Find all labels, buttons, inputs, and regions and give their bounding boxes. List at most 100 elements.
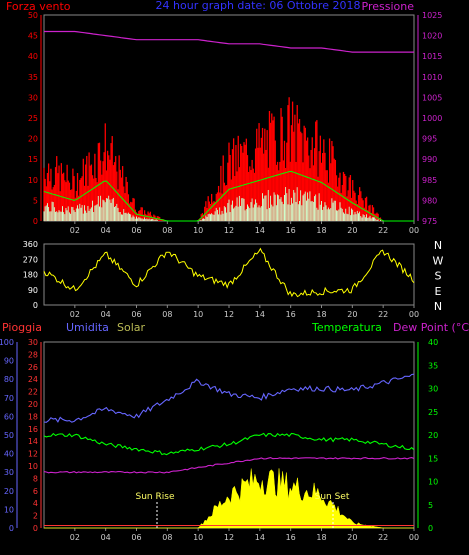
x-tick-label: 14 (255, 310, 265, 319)
rain-tick-label: 12 (28, 450, 38, 459)
x-tick-label: 08 (162, 533, 172, 542)
direction-plot-frame (43, 243, 415, 306)
pressure-line (44, 30, 414, 53)
x-tick-label: 16 (286, 533, 296, 542)
rain-tick-label: 30 (28, 338, 38, 347)
pressure-tick-label: 1010 (422, 73, 442, 82)
direction-tick-label: 360 (23, 240, 38, 249)
dewpoint-line (43, 457, 415, 474)
humidity-tick-label: 10 (4, 505, 14, 514)
pressure-tick-label: 990 (422, 155, 437, 164)
pressure-tick-label: 995 (422, 135, 437, 144)
wind-tick-label: 50 (28, 11, 38, 20)
direction-tick-label: 90 (28, 286, 38, 295)
rain-tick-label: 18 (28, 412, 38, 421)
rain-tick-label: 24 (28, 375, 38, 384)
wind-tick-label: 20 (28, 135, 38, 144)
x-tick-label: 08 (162, 310, 172, 319)
direction-tick-label: 270 (23, 255, 38, 264)
wind-tick-label: 45 (28, 32, 38, 41)
compass-label: N (434, 239, 442, 252)
x-tick-label: 00 (409, 226, 419, 235)
temperature-tick-label: 15 (428, 454, 438, 463)
direction-tick-label: 180 (23, 271, 38, 280)
x-tick-label: 02 (70, 310, 80, 319)
temperature-tick-label: 20 (428, 431, 438, 440)
compass-label: S (435, 270, 442, 283)
humidity-tick-label: 40 (4, 450, 14, 459)
x-tick-label: 22 (378, 310, 388, 319)
x-tick-label: 02 (70, 226, 80, 235)
sun-set-label: Sun Set (315, 492, 350, 502)
rain-tick-label: 26 (28, 363, 38, 372)
direction-tick-label: 0 (33, 301, 38, 310)
humidity-tick-label: 20 (4, 487, 14, 496)
temperature-tick-label: 0 (428, 524, 433, 533)
temperature-axis-title: Temperatura (311, 321, 382, 334)
wind-average-line (43, 170, 414, 222)
x-tick-label: 20 (347, 226, 357, 235)
x-tick-label: 10 (193, 310, 203, 319)
rain-tick-label: 0 (33, 524, 38, 533)
x-tick-label: 06 (131, 310, 141, 319)
pressure-tick-label: 975 (422, 217, 437, 226)
x-tick-label: 02 (70, 533, 80, 542)
humidity-tick-label: 60 (4, 412, 14, 421)
wind-tick-label: 30 (28, 93, 38, 102)
pressure-axis-title: Pressione (362, 0, 415, 13)
x-tick-label: 18 (316, 533, 326, 542)
climate-panel: 1009080706050403020100302826242220181614… (0, 338, 438, 542)
humidity-tick-label: 90 (4, 357, 14, 366)
wind-tick-label: 25 (28, 114, 38, 123)
x-tick-label: 20 (347, 310, 357, 319)
wind-tick-label: 0 (33, 217, 38, 226)
temperature-tick-label: 40 (428, 338, 438, 347)
x-tick-label: 14 (255, 226, 265, 235)
solar-axis-title: Solar (117, 321, 146, 334)
rain-tick-label: 14 (28, 437, 38, 446)
wind-tick-label: 10 (28, 176, 38, 185)
rain-tick-label: 2 (33, 512, 38, 521)
rain-tick-label: 6 (33, 487, 38, 496)
wind-tick-label: 35 (28, 73, 38, 82)
compass-label: N (434, 300, 442, 313)
humidity-axis-title: Umidita (66, 321, 109, 334)
pressure-tick-label: 980 (422, 196, 437, 205)
wind-tick-label: 15 (28, 155, 38, 164)
pressure-tick-label: 985 (422, 176, 437, 185)
rain-tick-label: 8 (33, 474, 38, 483)
wind-tick-label: 40 (28, 52, 38, 61)
x-tick-label: 10 (193, 226, 203, 235)
x-tick-label: 14 (255, 533, 265, 542)
x-tick-label: 16 (286, 226, 296, 235)
rain-tick-label: 22 (28, 388, 38, 397)
x-tick-label: 04 (101, 533, 111, 542)
humidity-tick-label: 30 (4, 468, 14, 477)
x-tick-label: 06 (131, 533, 141, 542)
rain-tick-label: 28 (28, 350, 38, 359)
x-tick-label: 00 (409, 310, 419, 319)
x-tick-label: 08 (162, 226, 172, 235)
dewpoint-axis-title: Dew Point (°C) (393, 321, 469, 334)
wind-tick-label: 5 (33, 196, 38, 205)
x-tick-label: 12 (224, 310, 234, 319)
rain-axis-title: Pioggia (2, 321, 42, 334)
humidity-tick-label: 50 (4, 431, 14, 440)
humidity-line (43, 373, 415, 423)
x-tick-label: 10 (193, 533, 203, 542)
x-tick-label: 04 (101, 226, 111, 235)
x-tick-label: 06 (131, 226, 141, 235)
rain-tick-label: 10 (28, 462, 38, 471)
x-tick-label: 18 (316, 310, 326, 319)
x-tick-label: 18 (316, 226, 326, 235)
solar-area (44, 468, 414, 529)
compass-label: W (433, 254, 444, 267)
x-tick-label: 16 (286, 310, 296, 319)
pressure-tick-label: 1005 (422, 93, 442, 102)
rain-tick-label: 4 (33, 499, 38, 508)
pressure-tick-label: 1000 (422, 114, 442, 123)
pressure-tick-label: 1020 (422, 32, 442, 41)
chart-title: 24 hour graph date: 06 Ottobre 2018 (156, 0, 361, 12)
